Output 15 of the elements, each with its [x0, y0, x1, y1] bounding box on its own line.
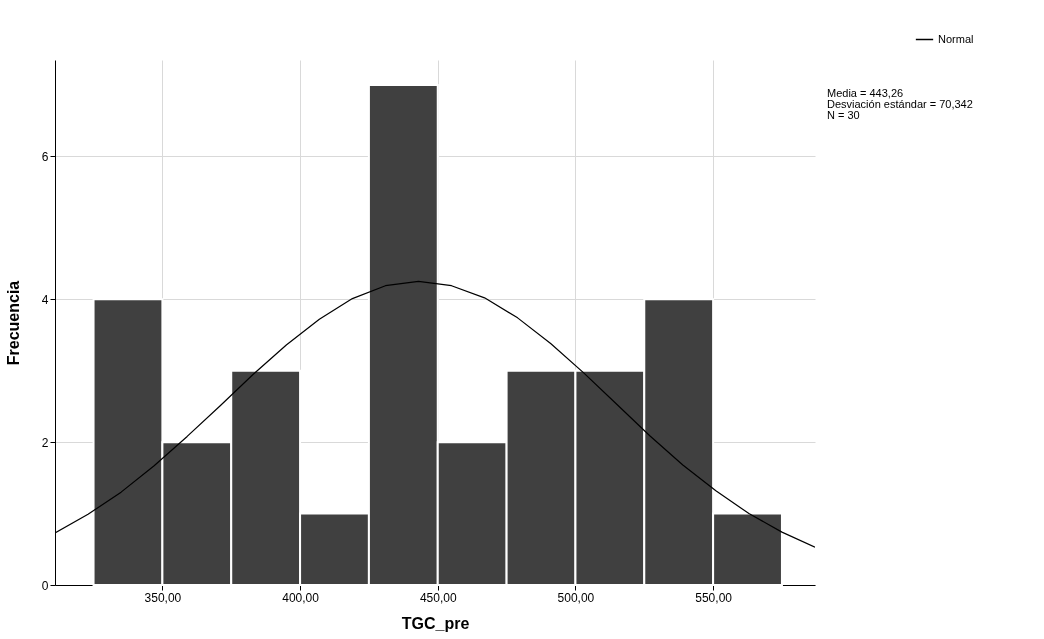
x-axis-title: TGC_pre [401, 614, 470, 632]
y-tick-label: 6 [41, 149, 49, 164]
text: Media = 443,26 [827, 87, 904, 99]
x-tick-label: 550,00 [695, 590, 733, 605]
y-tick-label: 0 [41, 578, 49, 593]
x-tick-label: 450,00 [419, 590, 457, 605]
x-tick-label: 500,00 [557, 590, 595, 605]
x-tick-label: 400,00 [282, 590, 320, 605]
text: Desviación estándar = 70,342 [827, 98, 973, 110]
y-axis-title: Frecuencia [4, 280, 22, 366]
text: N = 30 [827, 109, 860, 121]
legend-label: Normal [938, 32, 974, 45]
y-tick-label: 4 [41, 292, 49, 307]
y-tick-label: 2 [41, 435, 49, 450]
x-tick-label: 350,00 [144, 590, 182, 605]
